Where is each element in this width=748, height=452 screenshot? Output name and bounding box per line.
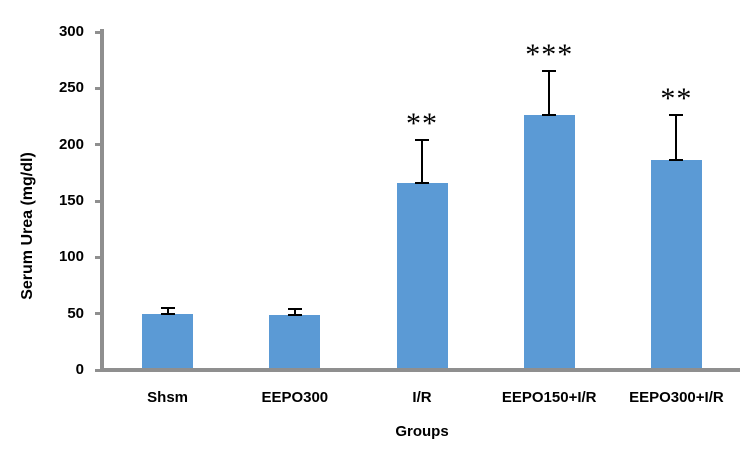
y-axis-tick: [95, 368, 101, 372]
bar: [523, 115, 575, 368]
error-bar-line: [293, 309, 296, 315]
y-axis-tick: [95, 199, 101, 203]
bar: [396, 182, 448, 368]
error-bar-line: [675, 115, 678, 161]
error-bar-top-cap: [542, 70, 557, 73]
x-category-label: EEPO300: [261, 389, 329, 406]
y-axis-tick: [95, 255, 101, 259]
error-bar-bottom-cap: [415, 181, 429, 184]
error-bar-bottom-cap: [542, 114, 557, 117]
y-tick-label: 0: [75, 361, 84, 378]
y-axis-line: [100, 29, 104, 372]
error-bar-line: [166, 308, 169, 314]
significance-marker: ***: [525, 38, 574, 72]
x-axis-title: Groups: [395, 423, 449, 440]
significance-marker: **: [660, 82, 693, 116]
y-axis-tick: [95, 312, 101, 316]
y-tick-label: 150: [58, 192, 84, 209]
y-axis-tick: [95, 143, 101, 147]
y-tick-label: 200: [58, 135, 84, 153]
y-axis-title: Serum Urea (mg/dl): [19, 152, 36, 300]
error-bar-top-cap: [160, 307, 175, 310]
error-bar-bottom-cap: [669, 159, 684, 162]
x-category-label: EEPO150+I/R: [501, 389, 597, 406]
y-tick-label: 300: [58, 23, 84, 40]
x-category-label: Shsm: [147, 389, 189, 406]
bar: [142, 313, 194, 368]
error-bar-top-cap: [287, 308, 302, 311]
x-category-label: EEPO300+I/R: [629, 389, 724, 406]
bar: [650, 160, 702, 368]
error-bar-top-cap: [669, 114, 684, 117]
error-bar-bottom-cap: [287, 313, 302, 316]
y-tick-label: 50: [67, 304, 84, 322]
y-axis-tick: [95, 30, 101, 34]
error-bar-top-cap: [415, 139, 429, 142]
y-axis-tick: [95, 86, 101, 90]
significance-marker: **: [406, 107, 438, 141]
x-axis-line: [100, 368, 740, 372]
y-tick-label: 100: [58, 248, 84, 266]
error-bar-line: [421, 140, 423, 183]
error-bar-bottom-cap: [160, 312, 175, 315]
error-bar-line: [548, 71, 551, 116]
x-category-label: I/R: [412, 389, 432, 406]
bar: [269, 314, 321, 368]
y-tick-label: 250: [58, 79, 84, 97]
